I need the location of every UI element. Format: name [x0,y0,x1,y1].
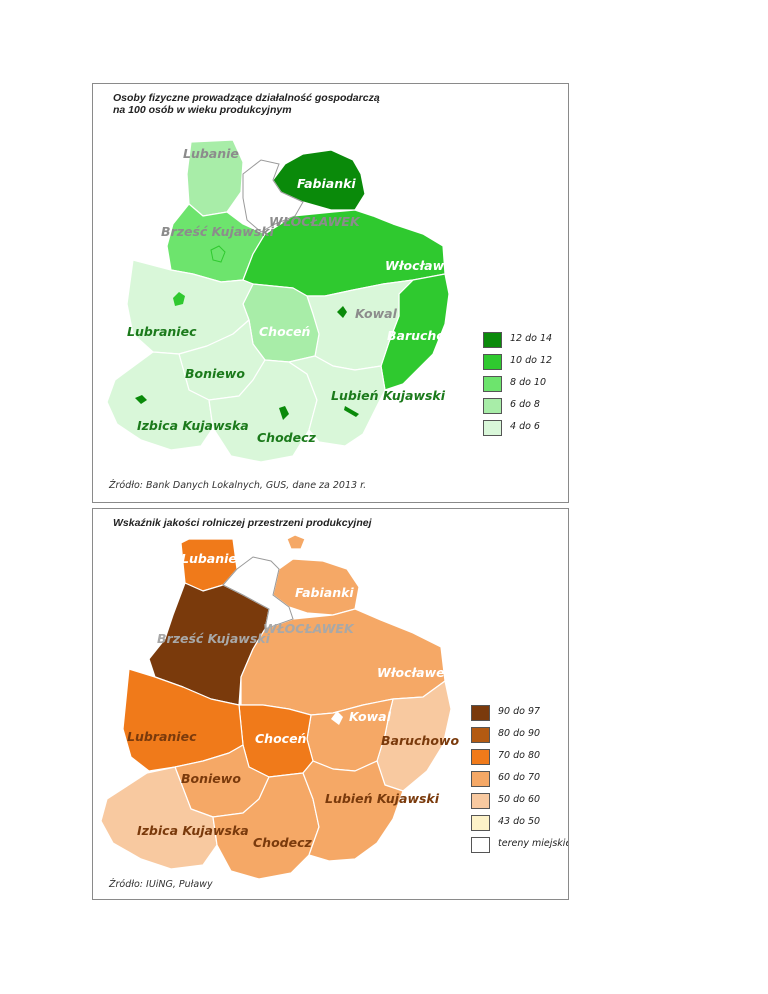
label-brzesc-kujawski: Brześć Kujawski [161,224,275,239]
map-title: Osoby fizyczne prowadzące działalność go… [113,92,380,116]
map-title: Wskaźnik jakości rolniczej przestrzeni p… [113,517,372,529]
town-kowal [331,711,343,725]
legend-label: 50 do 60 [498,794,541,805]
label-izbica-kujawska: Izbica Kujawska [137,418,249,433]
label-lubien-kujawski: Lubień Kujawski [325,791,440,806]
region-izbica-kujawska [100,766,218,870]
legend-swatch [471,727,490,743]
label-wloclawek: Włocławek [385,258,462,273]
region-fabianki-exclave [286,534,306,550]
label-lubanie: Lubanie [183,146,239,161]
legend-label: 8 do 10 [510,377,547,388]
town-brzesc [210,245,226,263]
legend-label: 4 do 6 [510,421,540,432]
town-kowal [337,306,347,318]
choropleth-map-business: Lubanie Fabianki Brześć Kujawski WŁOCŁAW… [106,139,465,463]
label-fabianki: Fabianki [295,585,354,600]
label-wloclawek-city: WŁOCŁAWEK [263,621,355,636]
legend-swatch [471,749,490,765]
map-title-line-2: na 100 osób w wieku produkcyjnym [113,104,292,116]
town-lubien [344,406,359,417]
source-note: Źródło: Bank Danych Lokalnych, GUS, dane… [109,480,367,491]
city-wloclawek [222,556,294,630]
label-baruchowo: Baruchowo [381,733,459,748]
label-wloclawek-city: WŁOCŁAWEK [269,214,361,229]
town-lubraniec [173,292,185,306]
legend-label: tereny miejskie [498,838,569,849]
legend-swatch [471,771,490,787]
legend-label: 6 do 8 [510,399,540,410]
label-brzesc-kujawski: Brześć Kujawski [157,631,271,646]
label-izbica-kujawska: Izbica Kujawska [137,823,249,838]
label-kowal: Kowal [355,306,398,321]
region-lubien-kujawski [302,760,404,862]
town-chodecz [279,406,289,420]
label-lubraniec: Lubraniec [127,729,197,744]
legend-swatch [471,815,490,831]
label-chodecz: Chodecz [253,835,312,850]
legend-swatch [471,705,490,721]
label-fabianki: Fabianki [297,176,356,191]
label-boniewo: Boniewo [181,771,241,786]
legend-swatch [483,354,502,370]
choropleth-map-soil-quality: Lubanie Fabianki Brześć Kujawski WŁOCŁAW… [100,534,459,880]
legend-swatch [483,398,502,414]
legend-swatch [483,420,502,436]
label-chocen: Choceń [259,324,311,339]
legend-label: 90 do 97 [498,706,541,717]
source-note: Źródło: IUiNG, Puławy [109,879,213,890]
label-chodecz: Chodecz [257,430,316,445]
label-wloclawek: Włocławek [377,665,454,680]
legend-swatch [483,376,502,392]
map-title-line-1: Wskaźnik jakości rolniczej przestrzeni p… [113,517,372,529]
legend-swatch [471,793,490,809]
legend-label: 70 do 80 [498,750,541,761]
map-title-line-1: Osoby fizyczne prowadzące działalność go… [113,92,380,104]
town-izbica [135,395,147,404]
map-panel-soil-quality: Wskaźnik jakości rolniczej przestrzeni p… [92,508,569,900]
label-kowal: Kowal [349,709,392,724]
legend-label: 12 do 14 [510,333,553,344]
region-lubien-kujawski [288,355,386,447]
legend-label: 43 do 50 [498,816,541,827]
region-izbica-kujawska [106,351,214,451]
map-panel-business: Osoby fizyczne prowadzące działalność go… [92,83,569,503]
city-wloclawek [242,159,304,233]
legend-label: 10 do 12 [510,355,553,366]
label-boniewo: Boniewo [185,366,245,381]
label-chocen: Choceń [255,731,307,746]
legend-swatch [471,837,490,853]
label-lubanie: Lubanie [181,551,237,566]
label-lubien-kujawski: Lubień Kujawski [331,388,446,403]
label-baruchowo: Baruchowo [387,328,465,343]
legend-label: 80 do 90 [498,728,541,739]
legend-label: 60 do 70 [498,772,541,783]
legend-swatch [483,332,502,348]
label-lubraniec: Lubraniec [127,324,197,339]
